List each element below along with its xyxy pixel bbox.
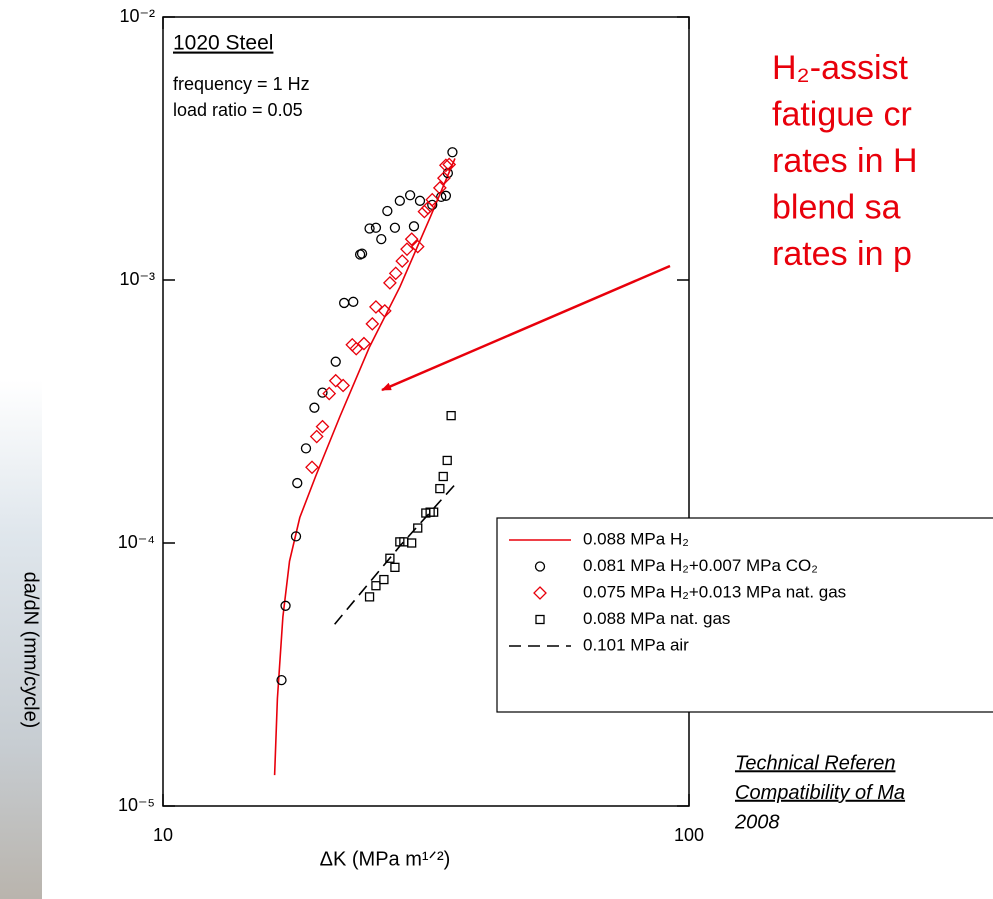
legend-label: 0.075 MPa H₂+0.013 MPa nat. gas xyxy=(583,582,846,601)
diamond-point xyxy=(410,239,425,254)
plot-frame xyxy=(162,16,690,807)
legend-box xyxy=(496,517,993,713)
diamond-point xyxy=(322,386,337,401)
y-tick-label: 10⁻⁴ xyxy=(118,532,155,552)
diamond-point xyxy=(365,316,380,331)
reference-text: Compatibility of Ma xyxy=(735,782,905,804)
circle-point xyxy=(389,222,401,233)
x-tick-label: 100 xyxy=(674,825,704,845)
legend-label: 0.101 MPa air xyxy=(583,635,689,654)
circle-point xyxy=(447,147,458,158)
line-series xyxy=(334,480,459,625)
diamond-point xyxy=(436,171,451,186)
diamond-point xyxy=(315,419,330,434)
callout-text: H₂-assist xyxy=(772,49,909,87)
square-point xyxy=(364,592,375,602)
diamond-point xyxy=(442,157,457,172)
square-point xyxy=(407,538,417,548)
circle-point xyxy=(317,387,328,398)
diamond-point xyxy=(382,275,397,290)
info-text: 1020 Steel xyxy=(173,32,273,55)
diamond-point xyxy=(357,336,371,351)
diamond-point xyxy=(395,254,410,269)
square-point xyxy=(371,581,381,591)
line-series xyxy=(273,158,456,776)
info-text: load ratio = 0.05 xyxy=(173,100,303,120)
circle-point xyxy=(330,356,341,367)
diamond-point xyxy=(388,266,403,281)
callout-text: blend sa xyxy=(772,188,901,226)
circle-point xyxy=(348,296,359,307)
square-point xyxy=(446,410,456,421)
circle-point xyxy=(382,205,393,217)
diamond-point xyxy=(336,378,351,393)
y-tick-label: 10⁻² xyxy=(119,6,155,26)
reference-text: Technical Referen xyxy=(735,752,895,774)
legend-label: 0.088 MPa nat. gas xyxy=(583,609,730,628)
circle-point xyxy=(364,223,375,234)
diamond-point xyxy=(328,373,343,388)
circle-point xyxy=(339,297,350,309)
square-point xyxy=(438,471,448,482)
legend-label: 0.081 MPa H₂+0.007 MPa CO₂ xyxy=(583,556,818,575)
circle-point xyxy=(440,190,452,201)
callout-arrow xyxy=(381,264,671,392)
diamond-point xyxy=(400,242,414,257)
square-point xyxy=(413,523,423,533)
diamond-point xyxy=(425,192,440,207)
circle-point xyxy=(300,443,312,454)
circle-point xyxy=(376,233,387,245)
circle-point xyxy=(356,248,368,259)
circle-point xyxy=(408,221,420,232)
y-tick-label: 10⁻³ xyxy=(119,269,155,289)
circle-point xyxy=(276,674,287,686)
legend-label: 0.088 MPa H₂ xyxy=(583,529,689,548)
reference-text: 2008 xyxy=(734,811,780,833)
circle-point xyxy=(292,477,303,489)
circle-point xyxy=(290,531,302,542)
diamond-point xyxy=(377,303,392,318)
diamond-point xyxy=(417,204,432,219)
circle-point xyxy=(404,190,416,201)
diamond-point xyxy=(369,300,383,314)
square-point xyxy=(385,553,395,563)
legend-swatch xyxy=(535,614,545,625)
square-point xyxy=(435,483,445,494)
diamond-point xyxy=(432,180,447,195)
y-tick-label: 10⁻⁵ xyxy=(118,795,155,815)
callout-text: rates in H xyxy=(772,142,918,180)
diamond-point xyxy=(349,341,364,356)
info-text: frequency = 1 Hz xyxy=(173,74,310,94)
diamond-point xyxy=(305,460,319,475)
square-point xyxy=(390,562,400,573)
x-tick-label: 10 xyxy=(153,825,173,845)
circle-point xyxy=(280,600,291,611)
square-point xyxy=(442,455,452,466)
y-axis-label: da/dN (mm/cycle) xyxy=(20,572,42,729)
legend-swatch xyxy=(534,561,546,572)
square-point xyxy=(379,574,389,585)
circle-point xyxy=(309,402,320,413)
background-strip xyxy=(0,380,42,899)
circle-point xyxy=(394,195,405,206)
legend-swatch xyxy=(533,586,547,600)
callout-text: rates in p xyxy=(772,235,912,273)
diamond-point xyxy=(309,429,324,444)
callout-text: fatigue cr xyxy=(772,95,912,133)
circle-point xyxy=(370,222,382,233)
x-axis-label: ΔK (MPa m¹ᐟ²) xyxy=(320,848,451,870)
diamond-point xyxy=(345,337,360,352)
diamond-point xyxy=(438,158,453,173)
circle-point xyxy=(414,195,426,206)
diamond-point xyxy=(404,232,419,247)
